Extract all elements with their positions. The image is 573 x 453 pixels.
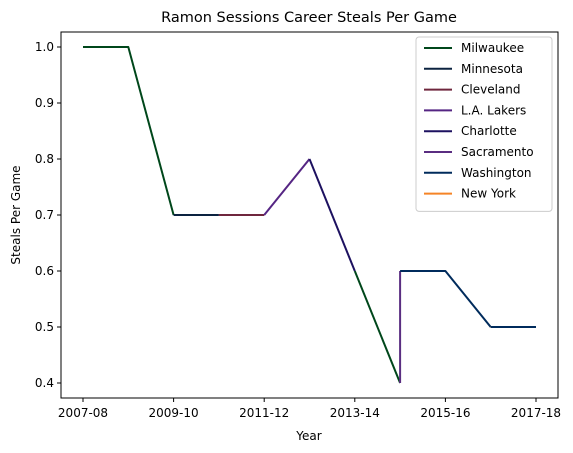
chart-title: Ramon Sessions Career Steals Per Game [161, 10, 457, 26]
series-line [263, 158, 311, 216]
x-tick-label: 2015-16 [420, 406, 470, 420]
legend-label: New York [461, 187, 516, 201]
x-tick-label: 2011-12 [239, 406, 289, 420]
y-tick-label: 0.9 [35, 96, 54, 110]
y-axis-label: Steals Per Game [9, 165, 23, 264]
x-tick-label: 2013-14 [330, 406, 380, 420]
y-tick-label: 0.7 [35, 208, 54, 222]
legend-box [415, 36, 553, 212]
x-tick-label: 2017-18 [511, 406, 561, 420]
legend-label: Sacramento [461, 145, 534, 159]
legend-label: Minnesota [461, 62, 523, 76]
x-tick-label: 2007-08 [58, 406, 108, 420]
x-tick-label: 2009-10 [149, 406, 199, 420]
legend-label: Milwaukee [461, 41, 524, 55]
x-axis-label: Year [295, 429, 321, 443]
legend-label: L.A. Lakers [461, 103, 526, 117]
legend: Milwaukee Minnesota Cleveland L.A. Lakers Ch… [415, 36, 553, 212]
y-tick-label: 0.8 [35, 152, 54, 166]
series-line [353, 270, 402, 384]
series-line [400, 270, 492, 328]
y-tick-label: 0.5 [35, 320, 54, 334]
legend-label: Washington [461, 166, 532, 180]
series-line [308, 158, 356, 272]
y-tick-label: 1.0 [35, 40, 54, 54]
legend-label: Cleveland [461, 83, 521, 97]
y-tick-label: 0.6 [35, 264, 54, 278]
series-line [83, 46, 175, 216]
y-tick-label: 0.4 [35, 376, 54, 390]
legend-label: Charlotte [461, 124, 517, 138]
plot-area: 0.4 0.5 0.6 0.7 0.8 0.9 1.0 2007-08 2009-10 2011-… [35, 31, 561, 420]
